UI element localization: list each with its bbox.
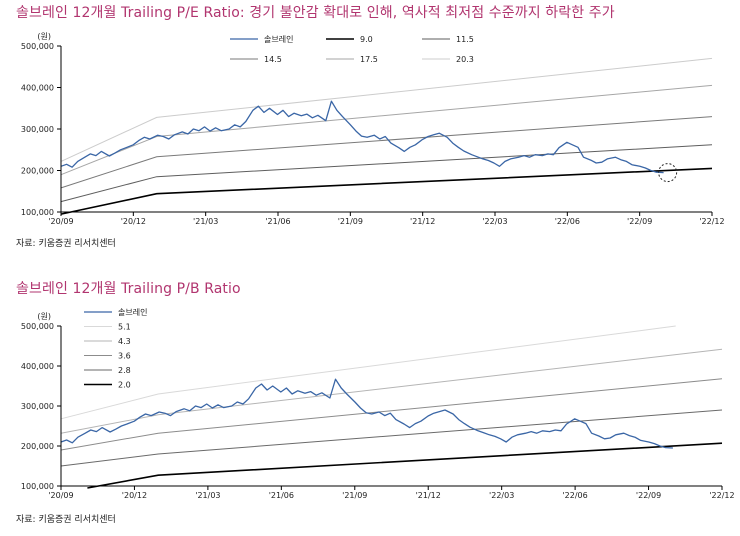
- band-line-5-1: [60, 325, 676, 420]
- y-tick-label: 500,000: [21, 42, 54, 51]
- x-tick-label: '21/06: [265, 217, 290, 226]
- legend-label: 9.0: [360, 35, 373, 44]
- price-line-solbrain: [60, 100, 664, 174]
- x-tick-label: '21/12: [410, 217, 435, 226]
- y-tick-label: 200,000: [21, 442, 54, 451]
- x-tick-label: '21/09: [342, 491, 367, 500]
- y-tick-label: 500,000: [21, 322, 54, 331]
- band-line-20-3: [60, 57, 713, 162]
- band-line-4-3: [60, 348, 723, 434]
- legend-label: 5.1: [118, 323, 131, 332]
- legend-label: 11.5: [456, 35, 474, 44]
- legend-label: 솔브레인: [118, 307, 147, 317]
- x-tick-label: '22/03: [482, 217, 507, 226]
- legend-label: 2.0: [118, 381, 131, 390]
- y-axis-unit-label: (원): [37, 32, 51, 41]
- band-line-17-5: [60, 84, 713, 176]
- legend-label: 솔브레인: [264, 34, 293, 44]
- legend-label: 14.5: [264, 55, 282, 64]
- x-tick-label: '21/03: [193, 217, 218, 226]
- x-tick-label: '21/09: [338, 217, 363, 226]
- y-tick-label: 200,000: [21, 167, 54, 176]
- x-tick-label: '22/12: [709, 491, 734, 500]
- x-tick-label: '21/03: [195, 491, 220, 500]
- pe-ratio-chart: (원) 100,000 200,000 300,000 400,000 500,000 '2…: [21, 32, 725, 226]
- band-line-11-5: [60, 144, 713, 203]
- legend-label: 3.6: [118, 352, 131, 361]
- band-line-3-6: [60, 378, 723, 451]
- legend-label: 2.8: [118, 366, 131, 375]
- x-tick-label: '20/09: [48, 217, 73, 226]
- latest-price-highlight-circle: [658, 163, 678, 183]
- x-tick-label: '22/06: [555, 217, 580, 226]
- band-line-2-0: [87, 442, 723, 489]
- pe-chart-title: 솔브레인 12개월 Trailing P/E Ratio: 경기 불안감 확대로…: [16, 5, 615, 21]
- y-tick-label: 300,000: [21, 402, 54, 411]
- x-tick-label: '21/06: [269, 491, 294, 500]
- x-tick-label: '22/09: [636, 491, 661, 500]
- x-tick-label: '22/06: [562, 491, 587, 500]
- y-axis-unit-label: (원): [37, 312, 51, 321]
- y-tick-label: 300,000: [21, 125, 54, 134]
- pb-chart-title: 솔브레인 12개월 Trailing P/B Ratio: [16, 281, 241, 297]
- x-tick-label: '20/12: [121, 217, 146, 226]
- y-tick-label: 100,000: [21, 208, 54, 217]
- y-tick-label: 100,000: [21, 482, 54, 491]
- band-line-9-0: [60, 167, 713, 215]
- x-tick-label: '22/09: [627, 217, 652, 226]
- y-tick-label: 400,000: [21, 84, 54, 93]
- legend-label: 4.3: [118, 337, 131, 346]
- x-tick-label: '22/12: [699, 217, 724, 226]
- legend-label: 20.3: [456, 55, 474, 64]
- x-tick-label: '21/12: [416, 491, 441, 500]
- pb-ratio-chart: (원) 100,000 200,000 300,000 400,000 500,000 '2…: [21, 307, 735, 500]
- x-tick-label: '20/12: [122, 491, 147, 500]
- x-tick-label: '22/03: [489, 491, 514, 500]
- x-tick-label: '20/09: [48, 491, 73, 500]
- pe-chart-source: 자료: 키움증권 리서치센터: [16, 239, 116, 249]
- pb-chart-source: 자료: 키움증권 리서치센터: [16, 515, 116, 525]
- y-tick-label: 400,000: [21, 362, 54, 371]
- price-line-solbrain: [60, 378, 673, 449]
- band-line-14-5: [60, 116, 713, 189]
- legend-label: 17.5: [360, 55, 378, 64]
- band-line-2-8: [60, 409, 723, 467]
